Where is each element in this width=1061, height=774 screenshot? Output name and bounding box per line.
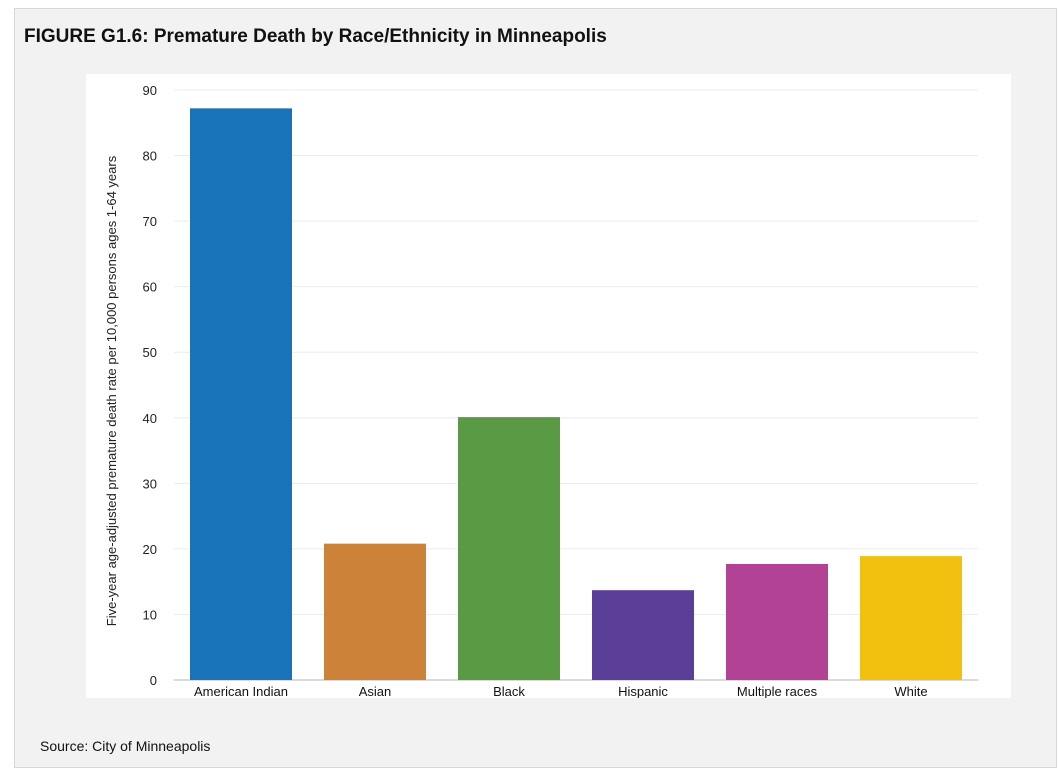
bar — [324, 543, 426, 680]
y-tick-label: 30 — [143, 476, 157, 491]
bar-chart: 0 10 20 30 40 50 60 70 80 90 American Indian Asian B… — [104, 83, 978, 699]
bar — [458, 417, 560, 680]
y-tick-label: 90 — [143, 83, 157, 98]
y-tick-label: 80 — [143, 149, 157, 164]
x-tick-label: White — [894, 684, 927, 698]
bar — [860, 556, 962, 680]
bar — [592, 590, 694, 680]
y-tick-label: 10 — [143, 607, 157, 622]
bar — [190, 108, 292, 680]
chart-area: 0 10 20 30 40 50 60 70 80 90 American Indian Asian B… — [86, 74, 1011, 699]
y-tick-label: 40 — [143, 411, 157, 426]
x-tick-label: Hispanic — [618, 684, 668, 698]
y-tick-label: 50 — [143, 345, 157, 360]
y-tick-label: 70 — [143, 214, 157, 229]
bar — [726, 563, 828, 680]
y-tick-label: 0 — [150, 673, 157, 688]
source-note: Source: City of Minneapolis — [40, 738, 211, 754]
x-tick-label: Black — [493, 684, 525, 698]
x-tick-label: Asian — [359, 684, 392, 698]
y-axis-label: Five-year age-adjusted premature death r… — [104, 155, 119, 626]
figure-title: FIGURE G1.6: Premature Death by Race/Eth… — [24, 26, 607, 47]
y-tick-label: 20 — [143, 542, 157, 557]
x-tick-label: Multiple races — [737, 684, 818, 698]
y-tick-label: 60 — [143, 280, 157, 295]
x-tick-label: American Indian — [194, 684, 288, 698]
